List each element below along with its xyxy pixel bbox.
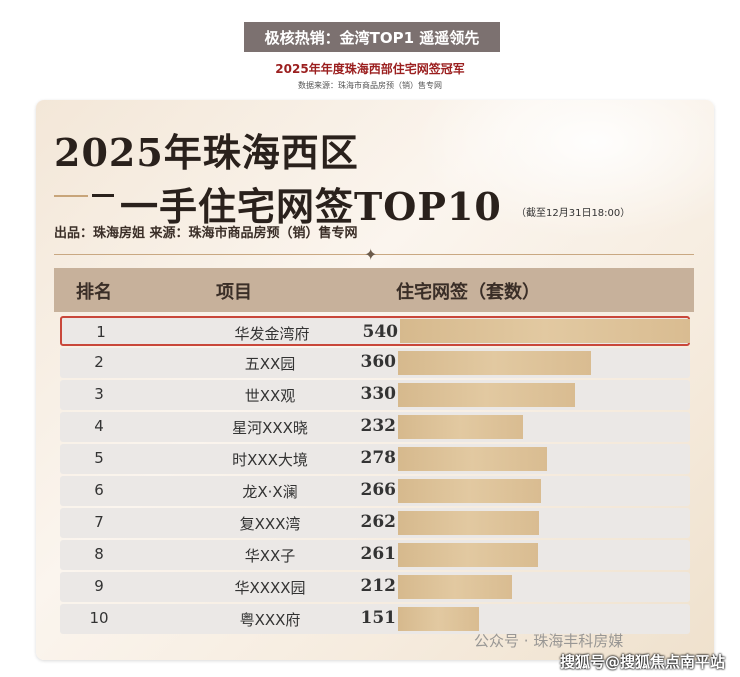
cutoff-note: （截至12月31日18:00）	[516, 208, 631, 219]
bar	[398, 511, 539, 535]
value-label: 262	[360, 512, 397, 532]
bar	[398, 383, 575, 407]
header-project: 项目	[216, 282, 252, 303]
table-row: 5 时XXX大境 278	[60, 444, 690, 474]
source-note: 数据来源：珠海市商品房预（销）售专网	[298, 81, 442, 90]
wechat-watermark: 公众号 · 珠海丰科房媒	[474, 632, 624, 650]
table-row: 3 世XX观 330	[60, 380, 690, 410]
value-label: 278	[360, 448, 397, 468]
bar	[400, 319, 690, 343]
project-label: 星河XXX晓	[232, 419, 308, 437]
value-label: 212	[360, 576, 397, 596]
table-row: 6 龙X·X澜 266	[60, 476, 690, 506]
project-label: 复XXX湾	[239, 515, 301, 533]
bar	[398, 607, 479, 631]
table-row-highlighted: 1 华发金湾府 540	[60, 316, 690, 346]
table-row: 7 复XXX湾 262	[60, 508, 690, 538]
rank-label: 7	[94, 513, 104, 531]
rank-label: 1	[96, 323, 106, 341]
sparkle-icon: ✦	[364, 245, 378, 264]
rank-label: 10	[89, 609, 109, 627]
subtitle: 2025年年度珠海西部住宅网签冠军	[275, 62, 465, 76]
value-label: 261	[360, 544, 397, 564]
rank-label: 5	[94, 449, 104, 467]
rank-label: 2	[94, 353, 104, 371]
banner: 极核热销：金湾TOP1 遥遥领先	[244, 22, 500, 52]
value-label: 232	[360, 416, 397, 436]
chart-title-line2: 一手住宅网签TOP10	[120, 184, 502, 229]
project-label: 世XX观	[244, 387, 296, 405]
bar	[398, 575, 512, 599]
table-row: 8 华XX子 261	[60, 540, 690, 570]
bar	[398, 447, 547, 471]
value-label: 266	[360, 480, 397, 500]
value-label: 151	[360, 608, 397, 628]
table-row: 10 粤XXX府 151	[60, 604, 690, 634]
table-header: 排名 项目 住宅网签（套数）	[54, 268, 694, 312]
project-label: 五XX园	[244, 355, 296, 373]
rank-label: 4	[94, 417, 104, 435]
bar	[398, 543, 538, 567]
value-label: 540	[362, 322, 399, 342]
sohu-watermark: 搜狐号@搜狐焦点南平站	[560, 653, 726, 671]
bar	[398, 479, 541, 503]
rank-label: 6	[94, 481, 104, 499]
title-decoration	[54, 194, 114, 198]
table-row: 9 华XXXX园 212	[60, 572, 690, 602]
rank-label: 9	[94, 577, 104, 595]
chart-title-line1: 2025年珠海西区	[54, 130, 359, 175]
value-label: 330	[360, 384, 397, 404]
bar	[398, 415, 523, 439]
project-label: 龙X·X澜	[242, 483, 298, 501]
rank-label: 8	[94, 545, 104, 563]
bar	[398, 351, 591, 375]
project-label: 华XXXX园	[234, 579, 306, 597]
project-label: 粤XXX府	[239, 611, 301, 629]
table-row: 2 五XX园 360	[60, 348, 690, 378]
project-label: 时XXX大境	[232, 451, 308, 469]
divider	[54, 254, 694, 255]
header-signings: 住宅网签（套数）	[396, 282, 540, 303]
project-label: 华XX子	[244, 547, 296, 565]
meta-info: 出品：珠海房姐 来源：珠海市商品房预（销）售专网	[54, 226, 358, 241]
project-label: 华发金湾府	[234, 325, 310, 343]
table-row: 4 星河XXX晓 232	[60, 412, 690, 442]
rank-label: 3	[94, 385, 104, 403]
header-rank: 排名	[76, 282, 112, 303]
value-label: 360	[360, 352, 397, 372]
